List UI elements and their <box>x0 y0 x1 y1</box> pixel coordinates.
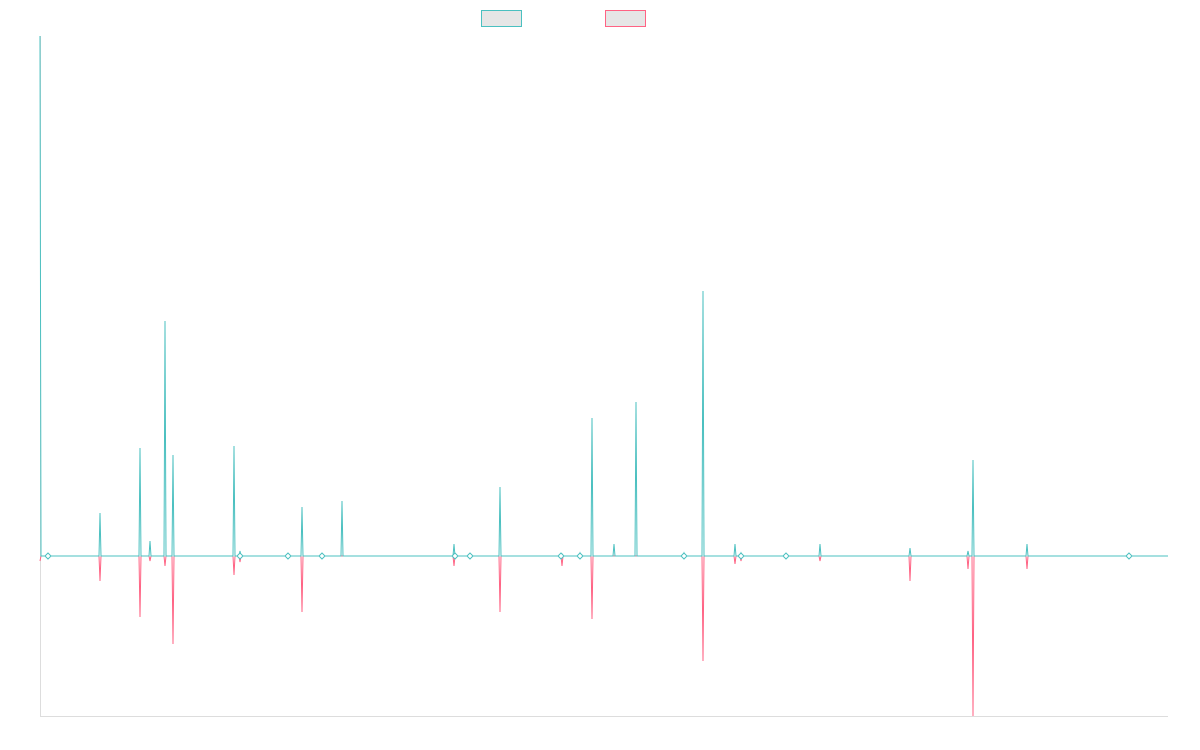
data-point-marker <box>318 552 326 560</box>
series-line-1 <box>39 35 1168 557</box>
data-point-marker <box>451 552 459 560</box>
data-point-marker <box>576 552 584 560</box>
data-point-marker <box>737 552 745 560</box>
series-line-2 <box>39 555 1168 717</box>
legend[interactable] <box>481 10 646 27</box>
legend-swatch-series-1[interactable] <box>481 10 522 27</box>
data-point-marker <box>284 552 292 560</box>
data-point-marker <box>466 552 474 560</box>
data-point-marker <box>680 552 688 560</box>
legend-swatch-series-2[interactable] <box>605 10 646 27</box>
axes <box>40 36 1168 717</box>
data-point-marker <box>557 552 565 560</box>
data-point-marker <box>44 552 52 560</box>
series-layer <box>39 35 1168 717</box>
data-point-marker <box>236 552 244 560</box>
data-point-marker <box>1125 552 1133 560</box>
data-point-marker <box>782 552 790 560</box>
